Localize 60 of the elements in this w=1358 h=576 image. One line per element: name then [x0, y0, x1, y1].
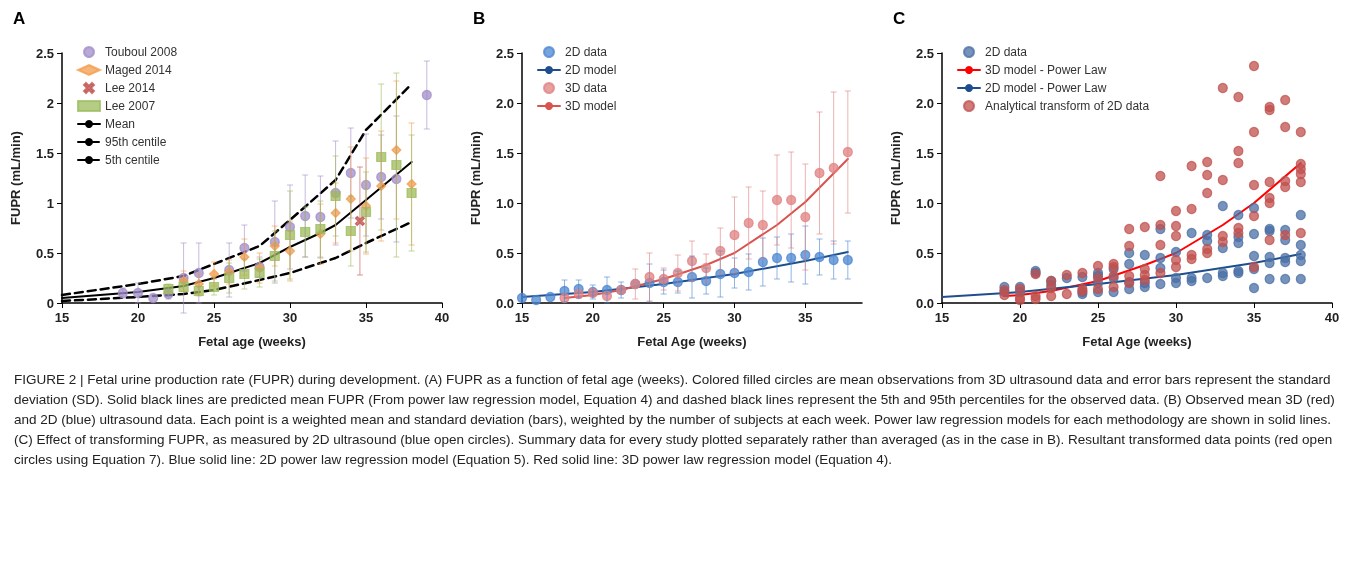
y-tick-label: 1.0: [495, 195, 514, 211]
chart-title: A: [13, 9, 26, 28]
x-tick-label: 35: [798, 310, 813, 325]
x-tick-label: 20: [1012, 310, 1028, 325]
legend-label: 3D model - Power Law: [985, 63, 1107, 77]
y-tick-label: 2.5: [915, 45, 934, 61]
y-tick-label: 0: [46, 295, 54, 311]
chart-title: C: [893, 9, 906, 28]
caption: FIGURE 2 | Fetal urine production rate (FUPR) during development. (A) FUPR as a function of fetal age (weeks). Colored filled circles are mean observations from 3D ultrasound data and error bars represent the standard deviation (SD). Solid black lines are predicted mean FUPR (From power law regression model, Equation 4) and dashed black lines represent the 5th and 95th percentiles for the observed data. (B) Observed mean 3D (red) and 2D (blue) ultrasound data. Each point is a weighted mean and standard deviation (bars), weighted by the number of subjects at each week. Power law regression models for each methodology are shown in solid lines. (C) Effect of transforming FUPR, as measured by 2D ultrasound (blue open circles). Summary data for every study plotted separately rather than averaged (as in the case in B). Resultant transformed data points (red open circles using Equation 7). Blue solid line: 2D power law regression model (Equation 5). Red solid line: 3D power law regression model (Equation 4).: [14, 371, 1336, 469]
x-tick-label: 15: [54, 310, 70, 325]
x-tick-label: 35: [358, 310, 374, 325]
legend-label: 2D data: [985, 45, 1028, 59]
x-tick-label: 15: [514, 310, 530, 325]
y-axis-title: FUPR (mL/min): [888, 131, 903, 225]
y-axis-title: FUPR (mL/min): [8, 131, 23, 225]
legend-label: 3D data: [565, 81, 608, 95]
x-axis-title: Fetal Age (weeks): [637, 334, 747, 349]
x-tick-label: 25: [656, 310, 671, 325]
legend-label: 5th centile: [105, 153, 161, 167]
legend-label: 95th centile: [105, 135, 167, 149]
y-tick-label: 2.5: [35, 45, 54, 61]
legend-label: 2D model: [565, 63, 617, 77]
chart-title: B: [473, 9, 486, 28]
legend-label: Lee 2007: [105, 99, 156, 113]
x-axis-title: Fetal age (weeks): [198, 334, 306, 349]
y-tick-label: 1.5: [915, 145, 934, 161]
x-axis-title: Fetal Age (weeks): [1082, 334, 1192, 349]
legend-label: Mean: [105, 117, 136, 131]
y-tick-label: 0.5: [915, 245, 934, 261]
y-axis-title: FUPR (mL/min): [468, 131, 483, 225]
y-tick-label: 1.0: [915, 195, 934, 211]
x-tick-label: 20: [585, 310, 601, 325]
y-tick-label: 0.0: [495, 295, 514, 311]
x-tick-label: 30: [282, 310, 298, 325]
y-tick-label: 2.0: [495, 95, 514, 111]
y-tick-label: 2: [46, 95, 54, 111]
y-tick-label: 0.5: [495, 245, 514, 261]
x-tick-label: 15: [934, 310, 950, 325]
legend-label: 3D model: [565, 99, 617, 113]
x-tick-label: 30: [1168, 310, 1184, 325]
y-tick-label: 2.0: [915, 95, 934, 111]
x-tick-label: 25: [1090, 310, 1106, 325]
legend-label: Analytical transform of 2D data: [985, 99, 1150, 113]
legend-label: 2D data: [565, 45, 608, 59]
legend-label: Touboul 2008: [105, 45, 178, 59]
x-tick-label: 20: [130, 310, 146, 325]
x-tick-label: 40: [1324, 310, 1340, 325]
y-tick-label: 0.0: [915, 295, 934, 311]
x-tick-label: 35: [1246, 310, 1262, 325]
y-tick-label: 1.5: [35, 145, 54, 161]
legend-label: Maged 2014: [105, 63, 173, 77]
x-tick-label: 40: [434, 310, 450, 325]
y-tick-label: 2.5: [495, 45, 514, 61]
y-tick-label: 1.5: [495, 145, 514, 161]
x-tick-label: 30: [727, 310, 742, 325]
legend-label: Lee 2014: [105, 81, 156, 95]
y-tick-label: 1: [46, 195, 54, 211]
legend-label: 2D model - Power Law: [985, 81, 1107, 95]
y-tick-label: 0.5: [35, 245, 54, 261]
x-tick-label: 25: [206, 310, 222, 325]
